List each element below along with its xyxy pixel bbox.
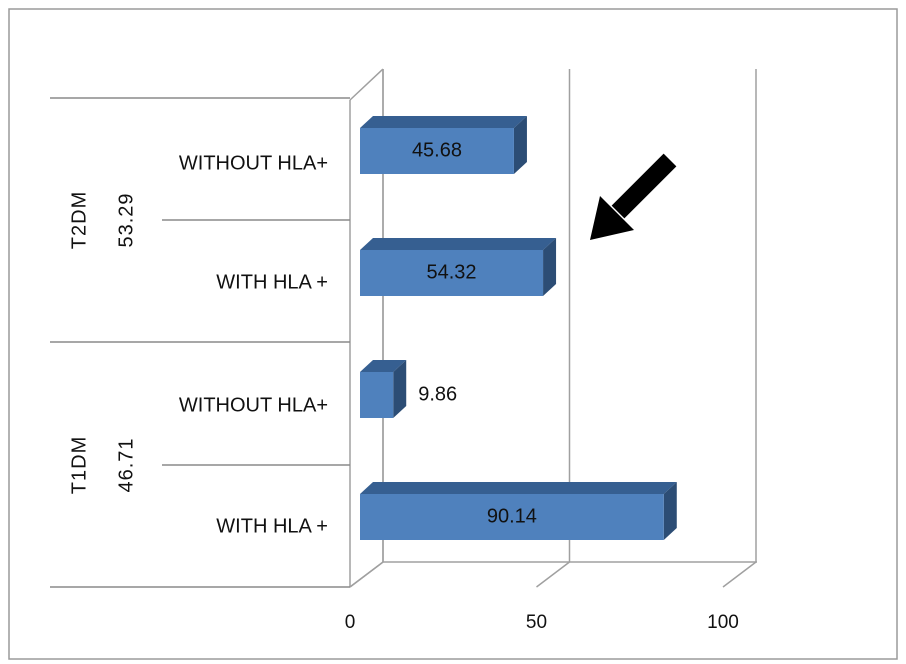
group-label-t2dm: T2DM 53.29	[68, 191, 137, 249]
bar-front-face	[360, 372, 394, 418]
category-axis-lines	[50, 97, 350, 588]
bar-front-face	[360, 128, 514, 174]
bar-side-face	[543, 238, 557, 296]
gridline-floor	[722, 561, 757, 588]
bar-top-face	[360, 238, 557, 250]
tick-label: 100	[707, 612, 739, 633]
category-label: WITHOUT HLA+	[179, 394, 328, 416]
bar: 9.86	[360, 360, 457, 418]
bar-top-face	[360, 482, 677, 494]
bar-side-face	[393, 360, 407, 418]
group-label-t1dm: T1DM 46.71	[68, 436, 137, 494]
data-label: 90.14	[487, 505, 537, 527]
tick-label: 0	[345, 612, 356, 633]
x-axis-ticks: 0 50 100	[345, 612, 739, 633]
data-label: 45.68	[412, 139, 462, 161]
side-wall-top	[349, 68, 384, 101]
category-label: WITHOUT HLA+	[179, 152, 328, 174]
bar: 54.32	[360, 238, 557, 296]
bar-top-face	[360, 360, 407, 372]
group-name-t2dm: T2DM	[68, 191, 90, 249]
bar-front-face	[360, 494, 664, 540]
annotation-arrow	[590, 153, 677, 240]
bar-top-face	[360, 116, 527, 128]
group-total-t1dm: 46.71	[115, 437, 137, 492]
data-label: 9.86	[418, 383, 457, 405]
bar-side-face	[663, 482, 677, 540]
tick-label: 50	[526, 612, 547, 633]
data-label: 54.32	[426, 261, 476, 283]
bar-front-face	[360, 250, 544, 296]
bar: 90.14	[360, 482, 677, 540]
category-label: WITH HLA +	[216, 271, 328, 293]
bars: 45.68 54.32 9.86 90.14	[360, 116, 677, 540]
bar-side-face	[513, 116, 527, 174]
group-name-t1dm: T1DM	[68, 436, 90, 494]
gridlines	[349, 69, 757, 588]
category-label: WITH HLA +	[216, 515, 328, 537]
bar: 45.68	[360, 116, 527, 174]
gridline-floor	[349, 561, 384, 588]
gridline-floor	[536, 561, 570, 588]
group-total-t2dm: 53.29	[115, 192, 137, 247]
